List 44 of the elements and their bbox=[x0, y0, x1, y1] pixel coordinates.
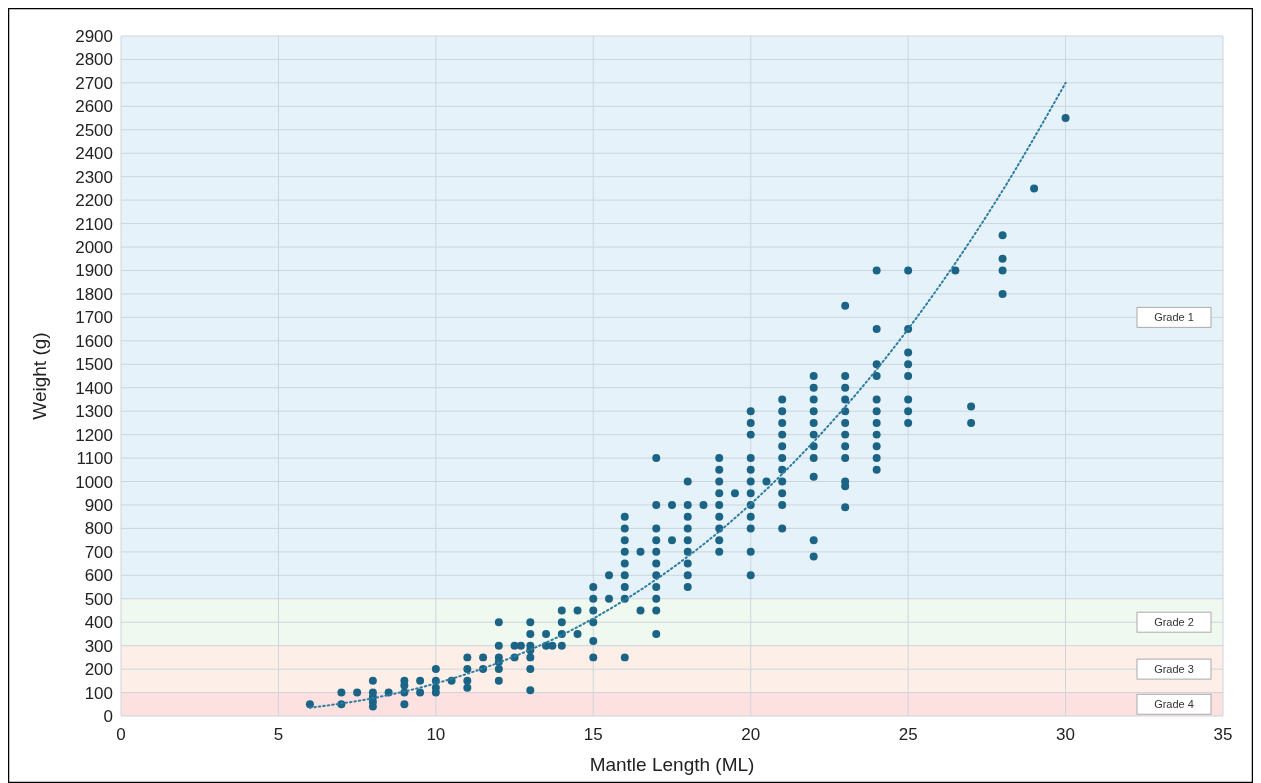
y-tick-label: 2000 bbox=[75, 238, 113, 258]
x-tick-label: 35 bbox=[1213, 725, 1233, 744]
y-tick-label: 2500 bbox=[75, 120, 113, 140]
y-tick-label: 500 bbox=[84, 589, 113, 609]
y-tick-label: 300 bbox=[84, 636, 113, 656]
y-tick-label: 1200 bbox=[75, 425, 113, 445]
band-label: Grade 4 bbox=[1154, 698, 1194, 711]
y-tick-label: 2300 bbox=[75, 167, 113, 187]
y-tick-label: 1900 bbox=[75, 261, 113, 281]
y-tick-label: 600 bbox=[84, 566, 113, 586]
x-tick-label: 15 bbox=[583, 725, 603, 744]
y-tick-label: 0 bbox=[103, 707, 113, 726]
y-tick-label: 1800 bbox=[75, 284, 113, 304]
x-axis-title: Mantle Length (ML) bbox=[589, 754, 755, 775]
y-tick-label: 2100 bbox=[75, 214, 113, 234]
y-tick-label: 1700 bbox=[75, 308, 113, 328]
x-tick-label: 25 bbox=[898, 725, 918, 744]
y-tick-label: 2600 bbox=[75, 97, 113, 117]
y-tick-label: 2400 bbox=[75, 144, 113, 164]
band-label: Grade 3 bbox=[1154, 663, 1194, 676]
y-tick-label: 2900 bbox=[75, 27, 113, 46]
x-tick-label: 30 bbox=[1056, 725, 1076, 744]
y-tick-label: 1100 bbox=[76, 449, 113, 469]
y-tick-label: 700 bbox=[84, 542, 113, 562]
x-tick-label: 20 bbox=[741, 725, 761, 744]
y-tick-label: 200 bbox=[84, 660, 113, 680]
y-tick-label: 1500 bbox=[75, 355, 113, 375]
y-tick-label: 900 bbox=[84, 495, 113, 515]
y-tick-label: 1600 bbox=[75, 331, 113, 351]
x-tick-label: 10 bbox=[426, 725, 446, 744]
y-axis-title: Weight (g) bbox=[29, 332, 50, 420]
y-tick-label: 2800 bbox=[75, 50, 113, 70]
y-tick-label: 800 bbox=[84, 519, 113, 539]
y-tick-label: 400 bbox=[84, 613, 113, 633]
y-tick-label: 2200 bbox=[75, 191, 113, 211]
band-label: Grade 1 bbox=[1154, 311, 1194, 324]
y-tick-label: 2700 bbox=[75, 73, 113, 93]
x-tick-label: 5 bbox=[273, 725, 284, 744]
x-tick-label: 0 bbox=[116, 725, 126, 744]
y-tick-label: 1300 bbox=[75, 402, 113, 422]
band-label: Grade 2 bbox=[1154, 616, 1194, 629]
y-tick-label: 1400 bbox=[75, 378, 113, 398]
y-tick-label: 100 bbox=[84, 683, 113, 703]
y-tick-label: 1000 bbox=[75, 472, 113, 492]
